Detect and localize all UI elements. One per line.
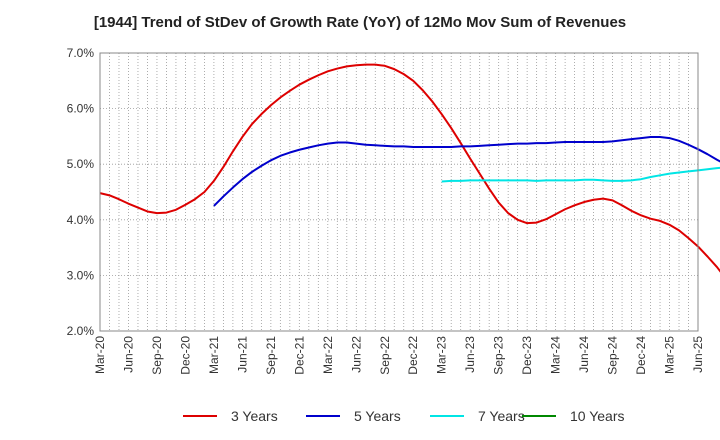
- x-axis-ticks: Mar-20 Jun-20 Sep-20 Dec-20 Mar-21 Jun-21 Sep-…: [93, 336, 705, 375]
- x-tick-label: Jun-21: [235, 336, 249, 373]
- y-tick-label: 6.0%: [67, 102, 95, 116]
- x-tick-label: Sep-21: [264, 336, 278, 375]
- legend-swatch: [183, 415, 217, 417]
- legend-item-3-years: 3 Years: [183, 406, 278, 426]
- x-tick-label: Sep-23: [492, 336, 506, 375]
- series-line-7-years: [441, 166, 720, 183]
- x-tick-label: Dec-23: [520, 336, 534, 375]
- x-tick-label: Mar-23: [435, 336, 449, 374]
- legend-label: 3 Years: [231, 408, 278, 424]
- x-tick-label: Jun-23: [463, 336, 477, 373]
- legend-swatch: [430, 415, 464, 417]
- x-tick-label: Sep-22: [378, 336, 392, 375]
- y-tick-label: 4.0%: [67, 213, 95, 227]
- y-axis-ticks: 2.0% 3.0% 4.0% 5.0% 6.0% 7.0%: [67, 46, 95, 338]
- x-tick-label: Sep-20: [150, 336, 164, 375]
- legend-swatch: [522, 415, 556, 417]
- x-tick-label: Dec-20: [178, 336, 192, 375]
- x-tick-label: Mar-25: [663, 336, 677, 374]
- y-tick-label: 3.0%: [67, 268, 95, 282]
- plot-area: [100, 53, 698, 331]
- series-line-3-years: [99, 63, 720, 273]
- series-lines: [99, 63, 720, 273]
- x-tick-label: Sep-24: [606, 336, 620, 375]
- legend-item-7-years: 7 Years: [430, 406, 525, 426]
- legend: 3 Years 5 Years 7 Years 10 Years: [0, 406, 720, 426]
- x-tick-label: Jun-24: [577, 336, 591, 373]
- x-tick-label: Dec-22: [406, 336, 420, 375]
- x-tick-label: Jun-25: [691, 336, 705, 373]
- grid-lines: [100, 53, 698, 331]
- x-tick-label: Mar-22: [321, 336, 335, 374]
- chart-title: [1944] Trend of StDev of Growth Rate (Yo…: [93, 14, 627, 31]
- x-tick-label: Mar-20: [93, 336, 107, 374]
- series-line-5-years: [213, 135, 720, 207]
- x-tick-label: Jun-22: [349, 336, 363, 373]
- x-tick-label: Mar-21: [207, 336, 221, 374]
- legend-item-10-years: 10 Years: [522, 406, 625, 426]
- legend-label: 10 Years: [570, 408, 625, 424]
- x-tick-label: Jun-20: [121, 336, 135, 373]
- x-tick-label: Dec-21: [292, 336, 306, 375]
- y-tick-label: 7.0%: [67, 46, 95, 60]
- legend-label: 5 Years: [354, 408, 401, 424]
- legend-label: 7 Years: [478, 408, 525, 424]
- x-tick-label: Mar-24: [549, 336, 563, 374]
- y-tick-label: 5.0%: [67, 157, 95, 171]
- legend-swatch: [306, 415, 340, 417]
- legend-item-5-years: 5 Years: [306, 406, 401, 426]
- plot-border: [99, 52, 699, 332]
- x-tick-label: Dec-24: [634, 336, 648, 375]
- y-tick-label: 2.0%: [67, 324, 95, 338]
